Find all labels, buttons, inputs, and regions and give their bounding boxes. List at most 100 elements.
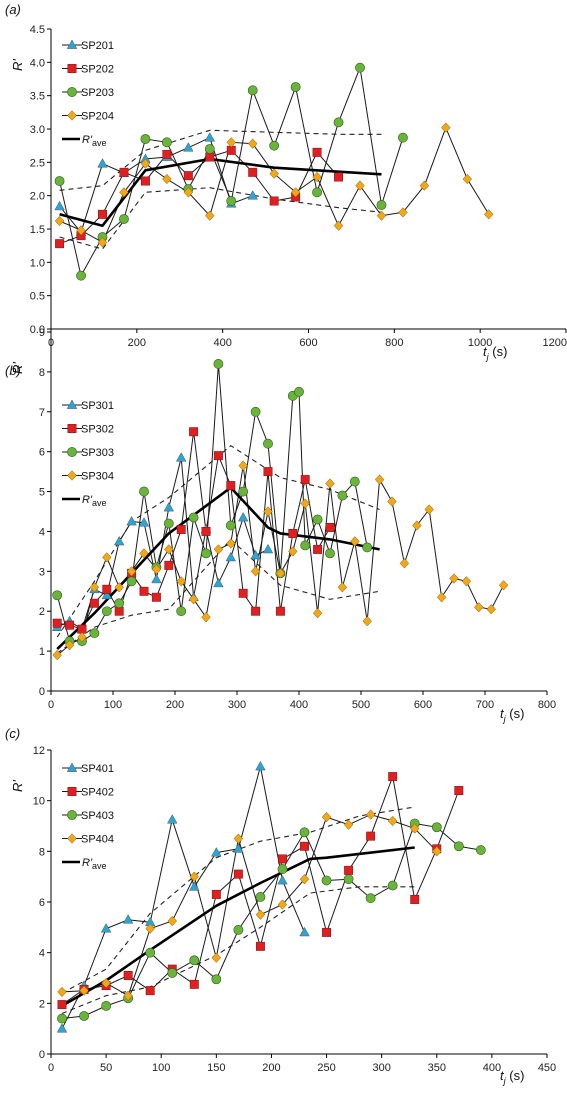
- data-point: [64, 639, 75, 651]
- data-point: [57, 1013, 67, 1024]
- data-point: [255, 892, 266, 902]
- chart-panel-3: (c) 0 2 4 6 8 10 12 0 50 100 150 200 250 300 350 400 450 R…: [5, 726, 556, 1086]
- y-tick-label: 1.5: [30, 224, 45, 236]
- data-point: [188, 594, 199, 605]
- y-tick-label: 5: [39, 487, 45, 499]
- data-point: [123, 971, 133, 980]
- data-point: [163, 518, 174, 529]
- data-point: [189, 871, 200, 882]
- data-point: [89, 598, 99, 608]
- y-tick-label: 3: [39, 566, 45, 578]
- data-point: [294, 386, 304, 397]
- data-point: [204, 144, 215, 154]
- data-point: [300, 498, 310, 509]
- data-point: [225, 551, 237, 562]
- data-point: [275, 606, 285, 616]
- data-point: [263, 438, 273, 449]
- data-point: [189, 427, 199, 437]
- chart-panel-2: (b) 0 1 2 3 4 5 6 7 8 9 0 100 200 300 400 500 600 700 800 R'…: [5, 327, 556, 724]
- data-point: [355, 180, 365, 191]
- data-point: [312, 187, 322, 198]
- data-point: [277, 864, 288, 874]
- data-point: [362, 616, 372, 627]
- data-point: [290, 187, 301, 198]
- data-point: [263, 467, 273, 477]
- data-point: [269, 140, 280, 151]
- data-point: [139, 486, 149, 497]
- data-point: [183, 187, 194, 198]
- data-point: [312, 608, 323, 619]
- legend-label: SP204: [81, 111, 114, 123]
- data-point: [189, 955, 200, 966]
- data-point: [114, 598, 125, 609]
- data-point: [52, 649, 62, 661]
- data-point: [151, 564, 162, 575]
- data-point: [138, 517, 150, 527]
- data-point: [167, 915, 177, 927]
- data-point: [299, 874, 310, 885]
- data-point: [238, 486, 249, 497]
- data-point: [211, 889, 221, 899]
- data-point: [251, 606, 261, 616]
- y-tick-label: 6: [39, 897, 45, 909]
- data-point: [432, 846, 442, 857]
- legend-marker: [67, 87, 77, 97]
- data-point: [454, 786, 464, 795]
- data-point: [269, 168, 279, 179]
- data-point: [398, 207, 408, 218]
- data-point: [205, 152, 215, 162]
- data-point: [213, 359, 224, 369]
- series-line-sp401: [61, 766, 305, 1029]
- y-tick-label: 0: [39, 1049, 45, 1061]
- data-point: [97, 237, 108, 248]
- data-point: [349, 476, 360, 487]
- legend-marker: [67, 424, 77, 433]
- data-point: [52, 590, 63, 601]
- data-point: [145, 923, 155, 934]
- series-markers-sp203: [54, 62, 408, 281]
- data-point: [334, 172, 343, 182]
- data-point: [126, 515, 137, 526]
- x-tick-label: 400: [290, 699, 308, 711]
- data-point: [275, 568, 286, 579]
- series-markers-sp401: [56, 760, 310, 1033]
- legend-average-label: R'ave: [82, 134, 107, 148]
- x-tick-label: 50: [100, 1062, 112, 1074]
- data-point: [52, 618, 62, 628]
- data-point: [366, 831, 376, 841]
- lower-bound-line: [61, 886, 415, 1015]
- data-point: [140, 176, 150, 186]
- data-point: [211, 952, 222, 963]
- data-point: [54, 176, 65, 186]
- data-point: [201, 548, 211, 559]
- data-point: [226, 137, 236, 148]
- data-point: [387, 496, 397, 507]
- data-point: [122, 914, 134, 924]
- y-tick-label: 8: [39, 367, 45, 379]
- data-point: [350, 536, 360, 547]
- data-point: [424, 504, 434, 515]
- series-markers-sp404: [57, 809, 442, 1001]
- data-point: [313, 544, 323, 554]
- data-point: [161, 137, 172, 148]
- legend-average-label: R'ave: [82, 494, 107, 508]
- y-tick-label: 2: [39, 606, 45, 618]
- data-point: [409, 823, 420, 834]
- legend-label: SP404: [81, 834, 114, 846]
- data-point: [140, 158, 151, 169]
- legend-marker: [66, 762, 78, 772]
- data-point: [211, 974, 222, 985]
- data-point: [484, 209, 494, 220]
- upper-bound-line: [59, 129, 382, 191]
- data-point: [312, 171, 322, 183]
- data-point: [410, 895, 420, 904]
- data-point: [343, 819, 354, 830]
- legend-marker: [66, 39, 78, 49]
- data-point: [263, 506, 273, 517]
- lower-bound-line: [59, 187, 382, 250]
- data-point: [113, 535, 125, 546]
- y-axis-label: R': [10, 59, 25, 71]
- data-point: [299, 827, 310, 838]
- data-point: [376, 210, 387, 221]
- data-point: [374, 474, 385, 485]
